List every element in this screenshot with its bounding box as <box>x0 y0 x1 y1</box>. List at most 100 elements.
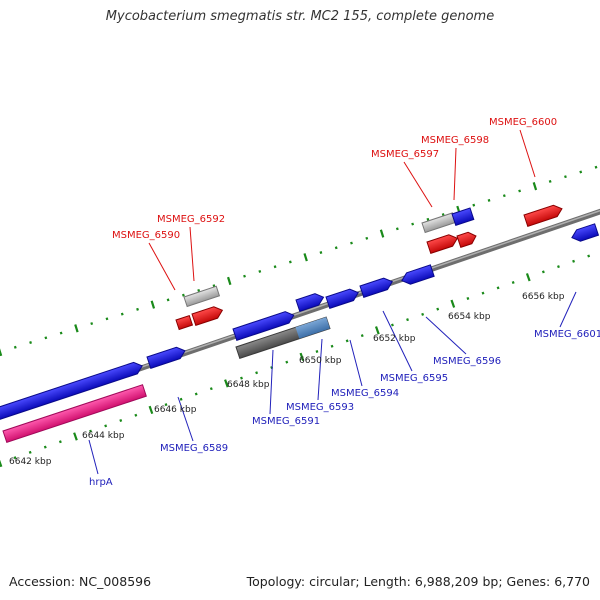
tick-mark <box>303 253 308 262</box>
tick-mark <box>179 397 183 401</box>
tick-mark <box>395 227 399 231</box>
gene-msmeg-6592[interactable] <box>191 305 224 327</box>
gene-msmeg-6601-label[interactable]: MSMEG_6601 <box>534 329 600 340</box>
gene-msmeg-6597[interactable] <box>426 233 459 255</box>
tick-mark <box>502 194 506 198</box>
tick-mark <box>319 251 323 254</box>
gene-msmeg-6598-label[interactable]: MSMEG_6598 <box>421 135 489 146</box>
gene-msmeg-6598-fwd[interactable] <box>451 207 475 227</box>
tick-mark <box>89 429 92 433</box>
tick-mark <box>299 352 305 361</box>
tick-mark <box>421 312 425 316</box>
accession-label: Accession: NC_008596 <box>9 574 152 589</box>
tick-mark <box>166 298 170 302</box>
gene-msmeg-6601[interactable] <box>570 223 600 244</box>
tick-mark <box>197 288 201 292</box>
scale-label: 6646 kbp <box>154 405 197 415</box>
tick-mark <box>44 336 48 340</box>
tick-mark <box>120 312 124 316</box>
tick-mark <box>572 259 576 263</box>
tick-mark <box>436 307 440 311</box>
gene-msmeg-6590[interactable] <box>175 314 194 331</box>
tick-mark <box>450 299 456 308</box>
gene-hrpA-label[interactable]: hrpA <box>89 477 113 488</box>
gene-msmeg-6591-label[interactable]: MSMEG_6591 <box>252 416 320 427</box>
gene-msmeg-6596[interactable] <box>400 264 435 286</box>
tick-mark <box>411 222 415 226</box>
tick-mark <box>518 189 522 193</box>
tick-mark <box>148 405 154 415</box>
tick-mark <box>73 432 78 441</box>
gene-hrpA[interactable] <box>2 384 147 444</box>
gene-msmeg-6590-callout <box>148 242 176 291</box>
tick-mark <box>59 331 63 335</box>
tick-mark <box>472 203 476 207</box>
gene-msmeg-6591[interactable] <box>232 309 296 342</box>
tick-mark <box>379 229 385 238</box>
scale-label: 6650 kbp <box>299 356 342 366</box>
tick-mark <box>315 350 319 354</box>
gene-msmeg-6594-label[interactable]: MSMEG_6594 <box>331 388 399 399</box>
tick-mark <box>119 419 123 423</box>
gene-msmeg-6594[interactable] <box>325 287 360 310</box>
genes-layer[interactable] <box>0 203 600 444</box>
gene-msmeg-6592-label[interactable]: MSMEG_6592 <box>157 214 225 225</box>
tick-mark <box>350 241 353 245</box>
gene-msmeg-6588[interactable] <box>0 360 144 421</box>
tick-mark <box>136 307 139 311</box>
tick-mark <box>548 179 552 183</box>
tick-mark <box>487 198 491 202</box>
gene-msmeg-6593-label[interactable]: MSMEG_6593 <box>286 402 354 413</box>
tick-mark <box>330 344 334 348</box>
callout-lines-layer <box>88 129 577 475</box>
gene-msmeg-6600[interactable] <box>523 203 564 228</box>
gene-msmeg-6597-pseudo[interactable] <box>421 212 457 234</box>
tick-mark <box>285 360 289 364</box>
tick-mark <box>258 269 262 273</box>
gene-msmeg-6596-label[interactable]: MSMEG_6596 <box>433 356 501 367</box>
gene-msmeg-6595-callout <box>382 310 413 372</box>
gene-msmeg-6596-callout <box>425 316 467 355</box>
tick-mark <box>288 260 292 264</box>
tick-mark <box>164 403 168 407</box>
scale-label: 6644 kbp <box>82 431 125 441</box>
gene-hrpA-callout <box>88 439 99 475</box>
gene-msmeg-6597-label[interactable]: MSMEG_6597 <box>371 149 439 160</box>
tick-mark <box>532 182 538 191</box>
gene-msmeg-6593[interactable] <box>295 292 325 313</box>
gene-msmeg-6595-label[interactable]: MSMEG_6595 <box>380 373 448 384</box>
genome-stats-label: Topology: circular; Length: 6,988,209 bp… <box>246 574 590 589</box>
gene-msmeg-6595[interactable] <box>359 276 394 299</box>
tick-mark <box>105 317 109 321</box>
gene-msmeg-6598[interactable] <box>456 230 478 249</box>
tick-mark <box>511 281 515 285</box>
gene-msmeg-6589[interactable] <box>146 345 187 370</box>
scale-label: 6654 kbp <box>448 312 491 322</box>
gene-msmeg-6594-callout <box>349 339 363 387</box>
upper-tick-track <box>0 165 598 357</box>
gene-msmeg-6591-callout <box>269 349 274 415</box>
tick-mark <box>43 445 47 449</box>
tick-mark <box>74 324 79 333</box>
scale-label: 6648 kbp <box>227 380 270 390</box>
scale-label: 6652 kbp <box>373 334 416 344</box>
tick-mark <box>255 371 259 375</box>
tick-mark <box>29 341 32 344</box>
gene-msmeg-6591-pseudo[interactable] <box>235 316 331 360</box>
tick-mark <box>181 293 185 297</box>
gene-msmeg-6593-callout <box>317 338 323 401</box>
scale-label: 6656 kbp <box>522 292 565 302</box>
tick-mark <box>0 459 3 468</box>
gene-msmeg-6589-label[interactable]: MSMEG_6589 <box>160 443 228 454</box>
tick-dots-layer <box>0 165 598 468</box>
labels-layer[interactable]: 6642 kbp 6644 kbp 6646 kbp 6648 kbp 6650 kbp… <box>9 117 600 488</box>
tick-mark <box>150 300 156 309</box>
gene-msmeg-6600-label[interactable]: MSMEG_6600 <box>489 117 557 128</box>
gene-msmeg-6590-label[interactable]: MSMEG_6590 <box>112 230 180 241</box>
tick-mark <box>594 165 598 169</box>
tick-mark <box>209 387 213 391</box>
gene-msmeg-6592-pseudo[interactable] <box>183 285 221 308</box>
tick-mark <box>28 450 32 454</box>
tick-mark <box>224 379 229 388</box>
